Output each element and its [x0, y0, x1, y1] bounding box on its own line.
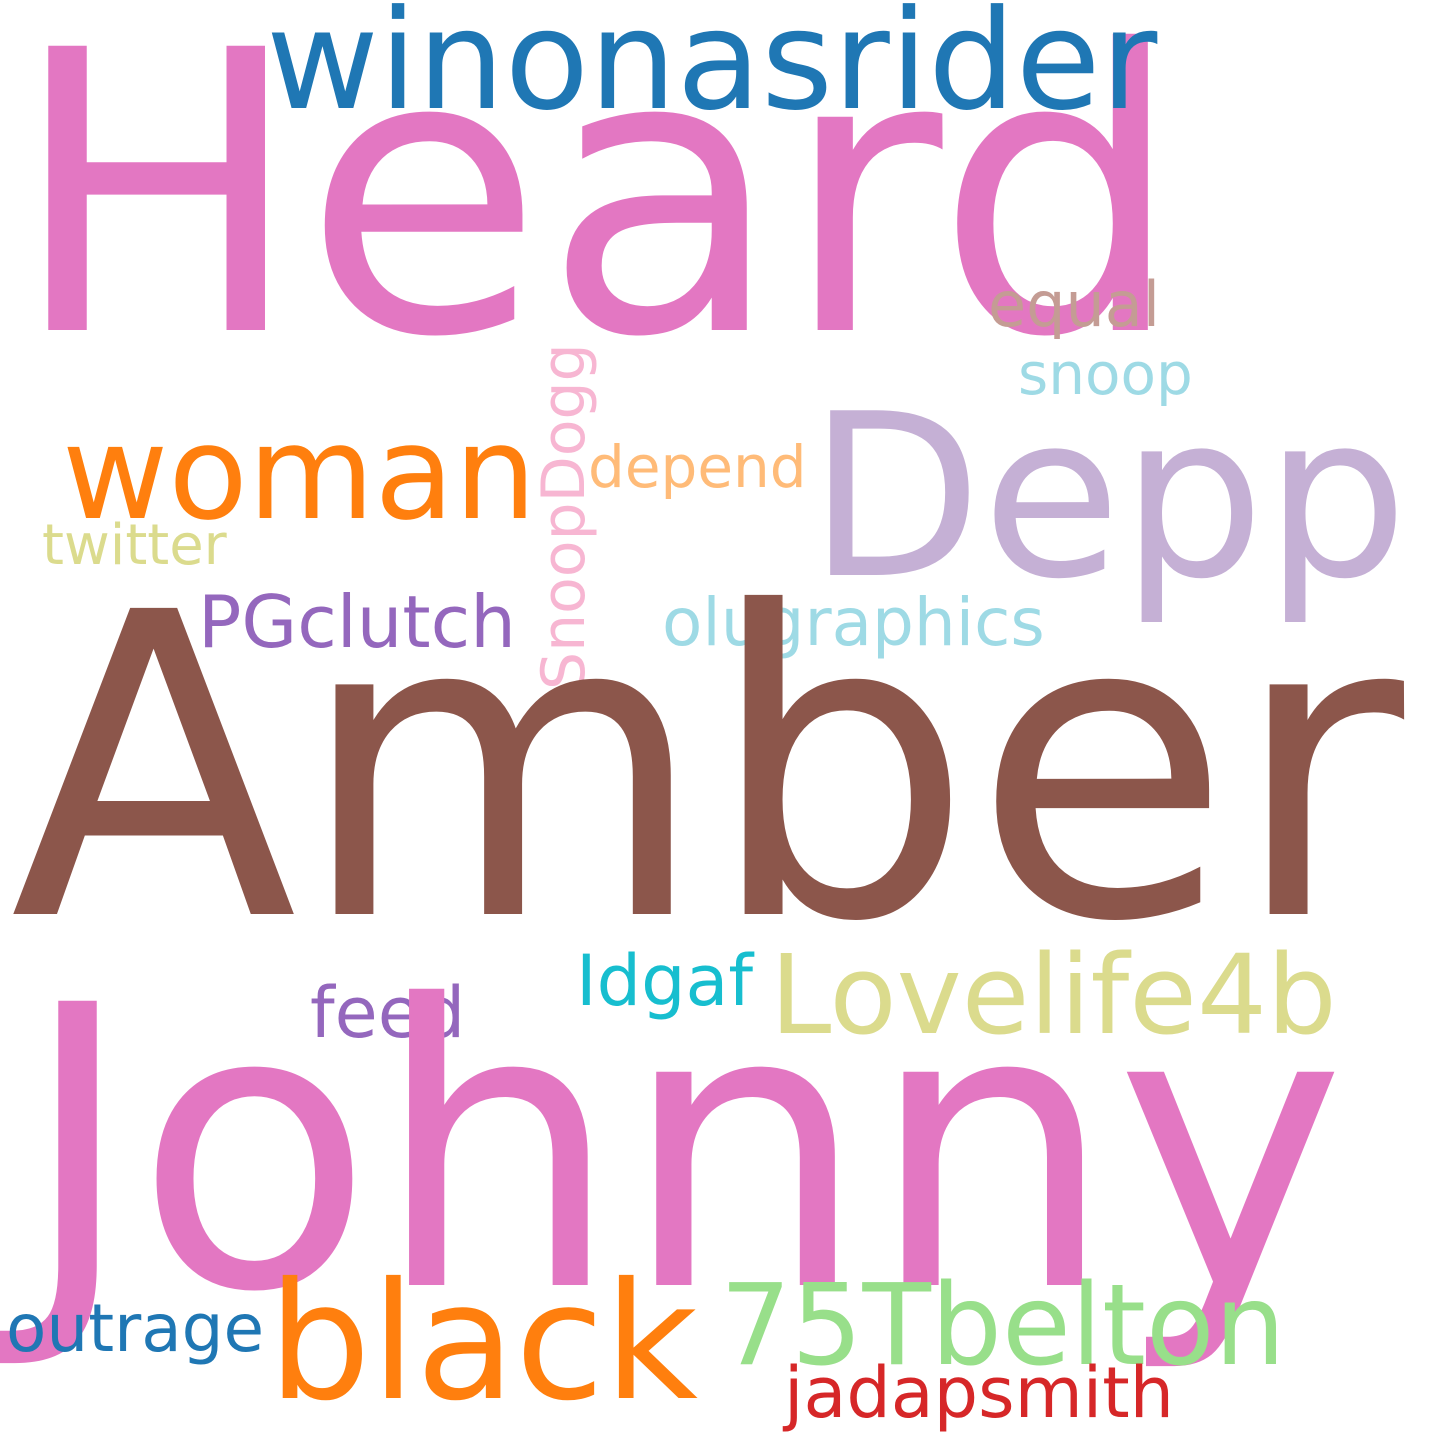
word-depend: depend — [588, 433, 807, 501]
word-heard: Heard — [10, 0, 1184, 422]
word-amber: Amber — [10, 525, 1405, 1014]
word-snoop: snoop — [1018, 340, 1193, 408]
word-feed: feed — [310, 972, 466, 1054]
word-75tbelton: 75Tbelton — [720, 1261, 1286, 1391]
word-outrage: outrage — [6, 1290, 265, 1367]
word-black: black — [268, 1249, 698, 1437]
word-lovelife4b: Lovelife4b — [770, 931, 1337, 1059]
word-idgaf: Idgaf — [576, 940, 754, 1022]
word-pgclutch: PGclutch — [198, 580, 516, 664]
word-depp: Depp — [808, 366, 1408, 629]
word-woman: woman — [62, 397, 537, 549]
word-johnny: Johnny — [20, 923, 1346, 1377]
word-equal: equal — [988, 268, 1161, 341]
word-twitter: twitter — [42, 513, 227, 578]
word-olugraphics: olugraphics — [662, 584, 1045, 661]
word-winonasrider: winonasrider — [266, 0, 1158, 141]
word-jadapsmith: jadapsmith — [784, 1352, 1175, 1434]
